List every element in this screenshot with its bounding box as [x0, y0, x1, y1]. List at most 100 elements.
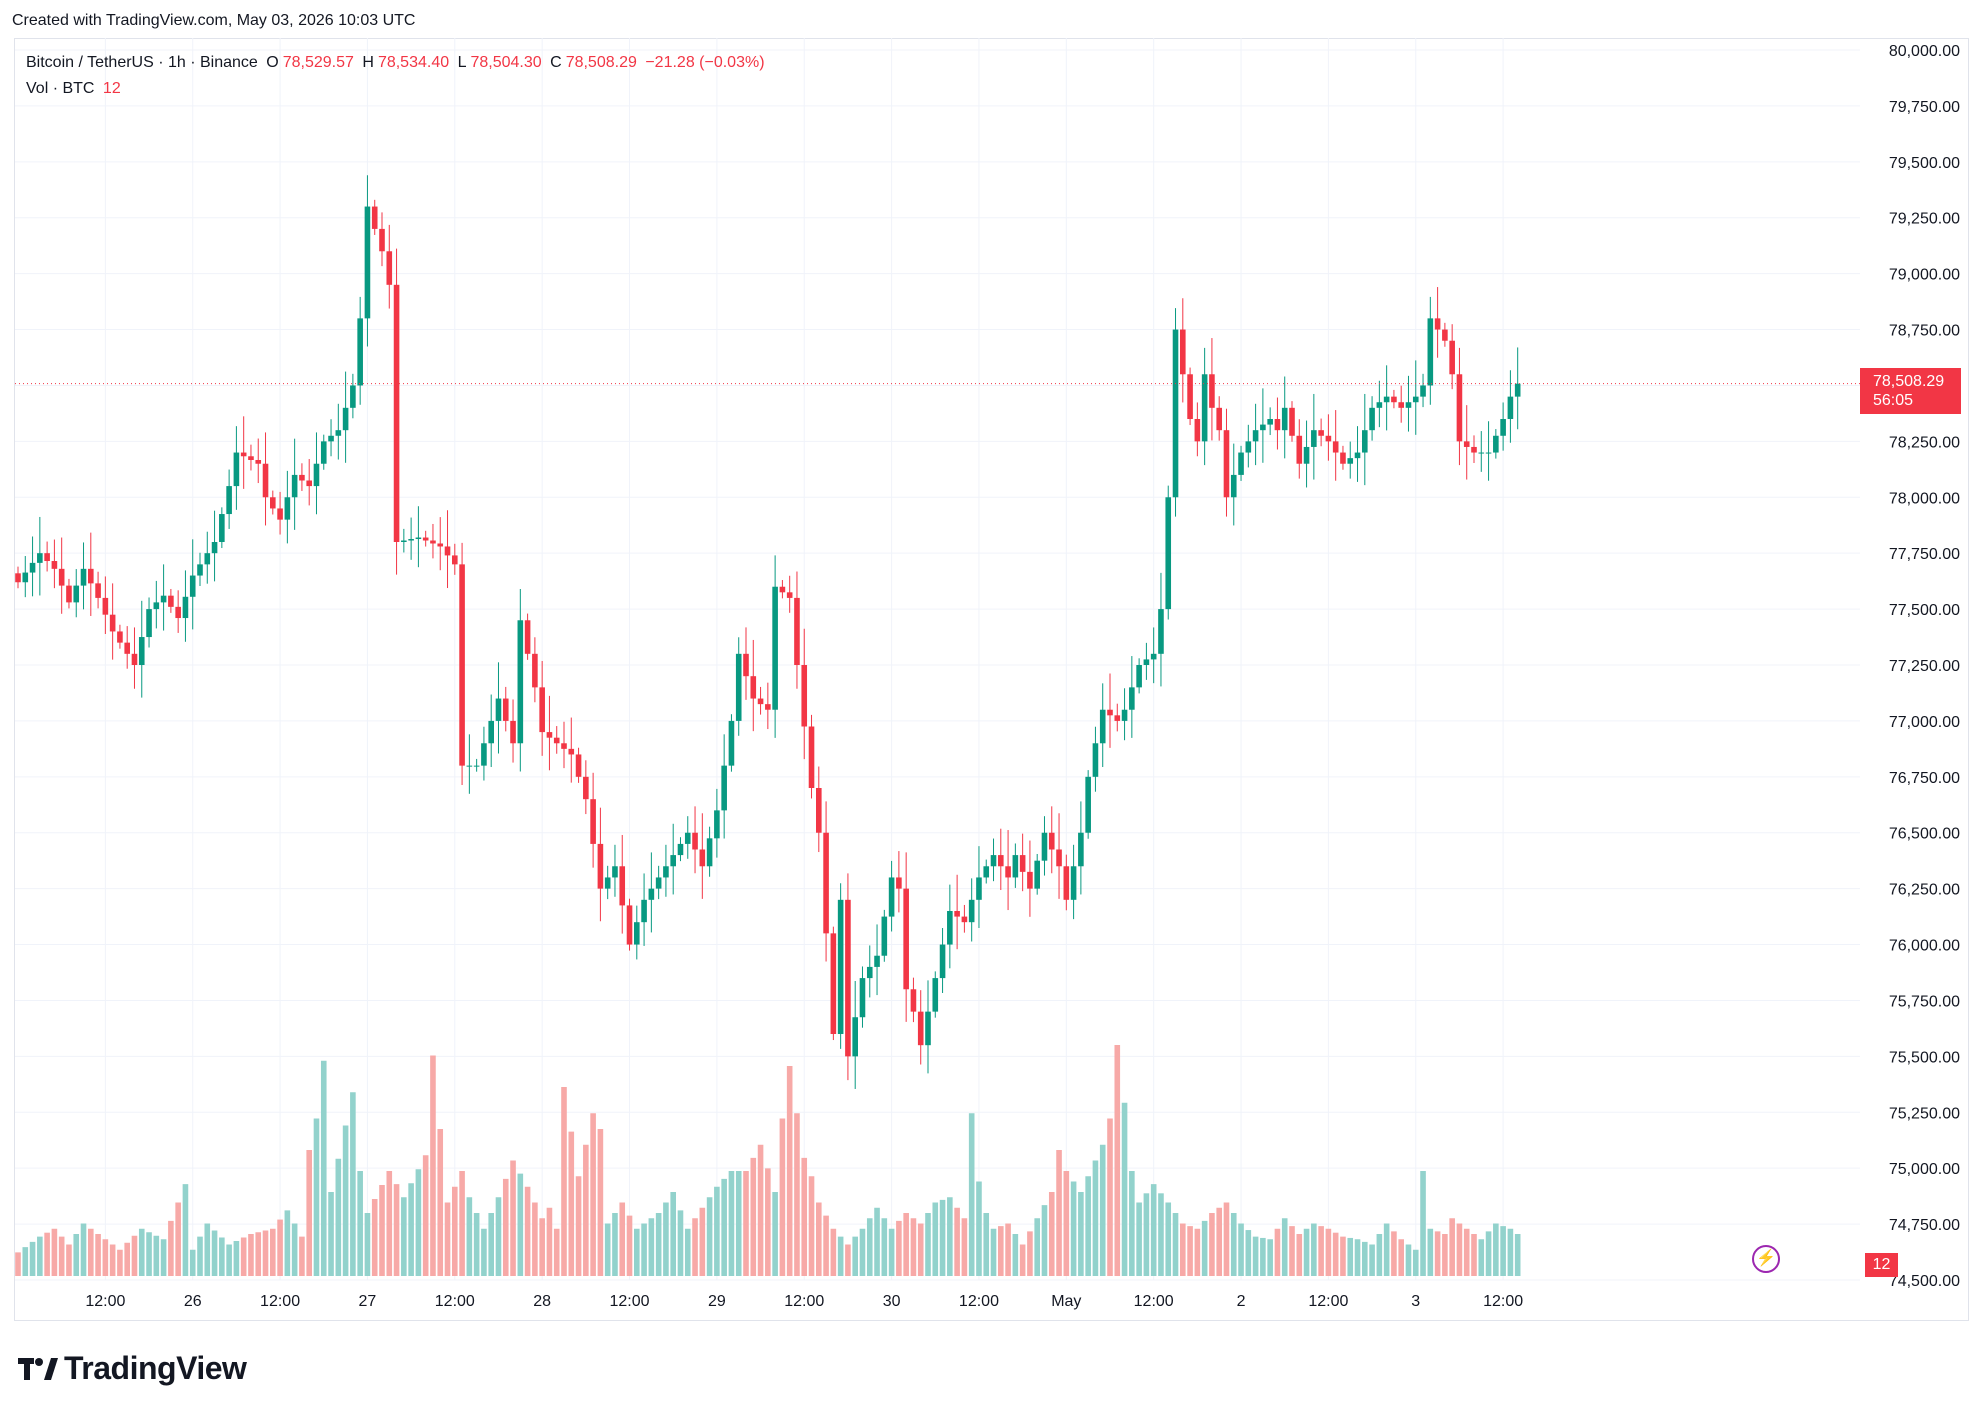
- price-tick-label: 74,750.00: [1889, 1217, 1960, 1234]
- chart-frame: [14, 38, 1969, 1321]
- volume-bar: [998, 1226, 1004, 1276]
- candle-body: [1019, 855, 1026, 872]
- volume-bar: [408, 1183, 414, 1276]
- price-tick-label: 79,250.00: [1889, 211, 1960, 228]
- candle-body: [138, 637, 145, 665]
- price-axis[interactable]: 80,000.00 79,750.00 79,500.00 79,250.00 79,0…: [1889, 43, 1960, 1290]
- candle-body: [58, 568, 65, 586]
- time-tick-label: 30: [883, 1293, 901, 1310]
- volume-bar: [313, 1118, 320, 1276]
- candle-body: [335, 430, 342, 436]
- candle-body: [1354, 452, 1361, 459]
- volume-bar: [757, 1144, 764, 1276]
- time-tick-label: 12:00: [85, 1293, 125, 1310]
- volume-bar: [1041, 1205, 1048, 1276]
- tradingview-logo[interactable]: TradingView: [18, 1350, 247, 1387]
- high-label: H: [362, 54, 374, 71]
- time-axis[interactable]: 12:00 26 12:00 27 12:00 28 12:00 29 12:00 30 12:00…: [85, 1293, 1523, 1310]
- candle-body: [1129, 687, 1135, 710]
- volume-bar: [226, 1244, 232, 1276]
- volume-bar: [583, 1144, 589, 1276]
- price-tick-label: 76,250.00: [1889, 882, 1960, 899]
- change-value: −21.28 (−0.03%): [645, 54, 765, 71]
- candle-body: [357, 318, 363, 386]
- price-tick-label: 77,500.00: [1889, 602, 1960, 619]
- ohlc-legend: Bitcoin / TetherUS · 1h · Binance O 78,52…: [26, 54, 769, 72]
- volume-bar: [1005, 1223, 1011, 1276]
- candle-body: [728, 720, 735, 766]
- candle-body: [488, 720, 494, 744]
- volume-bar: [1383, 1223, 1390, 1276]
- candle-body: [677, 843, 684, 856]
- candle-body: [1078, 832, 1084, 867]
- candle-body: [226, 486, 232, 515]
- volume-bar: [379, 1185, 385, 1276]
- volume-bar: [874, 1207, 880, 1276]
- volume-bar: [1442, 1234, 1448, 1276]
- volume-bar: [452, 1186, 458, 1276]
- candle-body: [1347, 458, 1354, 464]
- candle-body: [1158, 609, 1164, 654]
- volume-bar: [866, 1218, 873, 1276]
- volume-bar: [233, 1241, 240, 1276]
- lightning-icon[interactable]: ⚡: [1752, 1245, 1780, 1273]
- volume-bar: [437, 1129, 444, 1276]
- volume-bar: [168, 1220, 174, 1276]
- candle-body: [459, 564, 465, 766]
- volume-bar: [401, 1197, 407, 1276]
- volume-bar: [1158, 1193, 1164, 1276]
- candle-body: [1092, 743, 1099, 777]
- candle-body: [1245, 441, 1252, 453]
- candle-body: [888, 877, 895, 917]
- candle-body: [277, 508, 283, 520]
- price-tick-label: 74,500.00: [1889, 1273, 1960, 1290]
- volume-bar: [983, 1213, 990, 1276]
- candle-body: [182, 596, 189, 619]
- candle-body: [95, 583, 101, 598]
- candle-body: [66, 585, 72, 603]
- candle-body: [1107, 709, 1113, 716]
- volume-bars: [15, 1045, 1521, 1276]
- volume-bar: [1347, 1237, 1354, 1276]
- volume-bar: [1201, 1220, 1208, 1276]
- candle-body: [1201, 374, 1208, 442]
- volume-bar: [1267, 1239, 1273, 1276]
- volume-bar: [1027, 1231, 1033, 1276]
- volume-bar: [371, 1199, 378, 1276]
- candle-body: [306, 480, 312, 487]
- volume-bar: [459, 1171, 465, 1276]
- volume-bar: [211, 1230, 218, 1276]
- volume-bar: [947, 1197, 953, 1276]
- volume-bar: [510, 1160, 516, 1276]
- candle-body: [939, 944, 946, 979]
- volume-bar: [95, 1234, 101, 1276]
- candle-body: [714, 810, 720, 839]
- volume-bar: [1303, 1228, 1310, 1276]
- volume-bar: [925, 1213, 931, 1276]
- volume-bar: [248, 1234, 254, 1276]
- volume-bar: [1078, 1192, 1084, 1276]
- volume-bar: [939, 1199, 946, 1276]
- volume-bar: [1405, 1244, 1412, 1276]
- candle-body: [735, 653, 742, 721]
- candle-body: [1318, 430, 1324, 436]
- candle-body: [757, 698, 764, 705]
- candle-body: [124, 642, 130, 654]
- candle-body: [816, 788, 822, 833]
- volume-bar: [1391, 1231, 1397, 1276]
- price-tick-label: 78,000.00: [1889, 490, 1960, 507]
- symbol-label[interactable]: Bitcoin / TetherUS · 1h · Binance: [26, 54, 258, 71]
- price-tick-label: 75,000.00: [1889, 1161, 1960, 1178]
- price-tick-label: 77,750.00: [1889, 546, 1960, 563]
- candle-body: [772, 586, 778, 710]
- volume-bar: [255, 1232, 262, 1276]
- volume-bar: [22, 1247, 29, 1276]
- candle-body: [634, 922, 640, 945]
- volume-label[interactable]: Vol · BTC: [26, 80, 95, 97]
- candle-body: [641, 899, 647, 923]
- volume-bar: [896, 1220, 902, 1276]
- volume-bar: [1354, 1239, 1361, 1276]
- volume-bar: [532, 1202, 538, 1276]
- volume-bar: [1099, 1144, 1106, 1276]
